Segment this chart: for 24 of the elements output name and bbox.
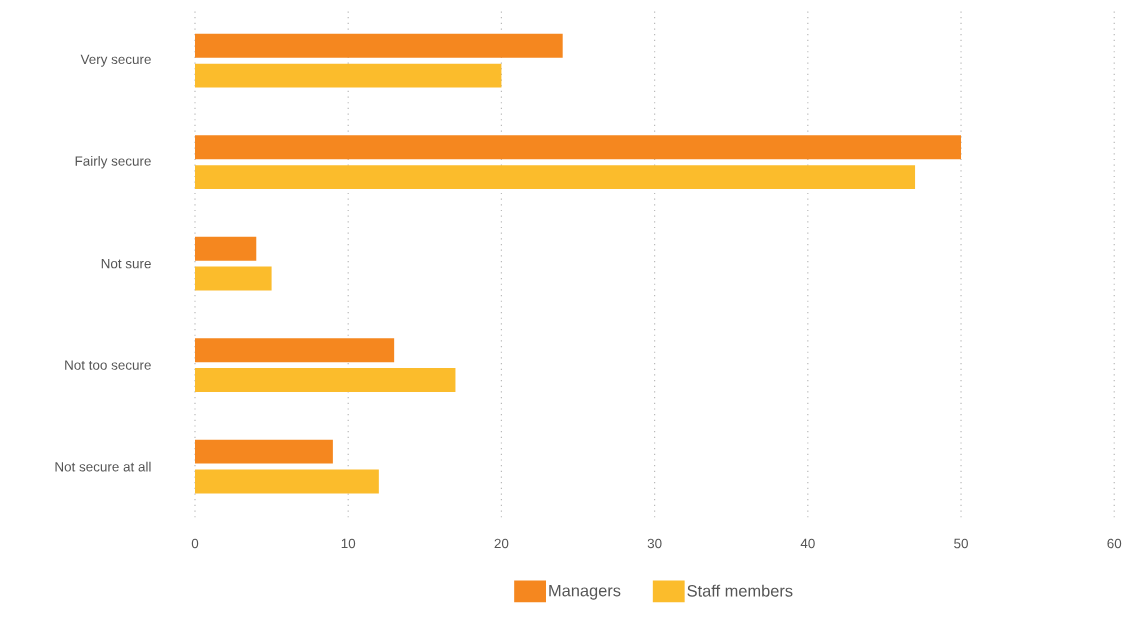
legend-label: Staff members: [687, 584, 793, 597]
x-tick-label: 50: [954, 538, 968, 549]
bar: [194, 165, 916, 190]
bar: [194, 33, 563, 58]
y-tick-label: Not too secure: [65, 360, 151, 370]
x-tick-label: 10: [341, 538, 356, 549]
y-tick-label: Very secure: [80, 54, 151, 67]
legend-label: Managers: [549, 585, 621, 600]
bar: [194, 63, 502, 88]
y-tick-label: Not sure: [101, 259, 151, 269]
y-tick-label: Not secure at all: [55, 461, 151, 472]
bar: [194, 266, 272, 291]
x-tick-label: 60: [1107, 538, 1122, 549]
bar: [194, 236, 257, 261]
bar: [194, 338, 395, 363]
x-tick-label: 30: [647, 538, 662, 549]
x-tick-label: 20: [494, 538, 509, 549]
x-tick-label: 0: [191, 538, 199, 549]
x-tick-label: 40: [800, 538, 815, 549]
y-tick-label: Fairly secure: [75, 156, 151, 169]
bar: [194, 439, 333, 464]
bar: [194, 368, 456, 393]
bar: [194, 135, 962, 160]
bar: [194, 469, 379, 494]
